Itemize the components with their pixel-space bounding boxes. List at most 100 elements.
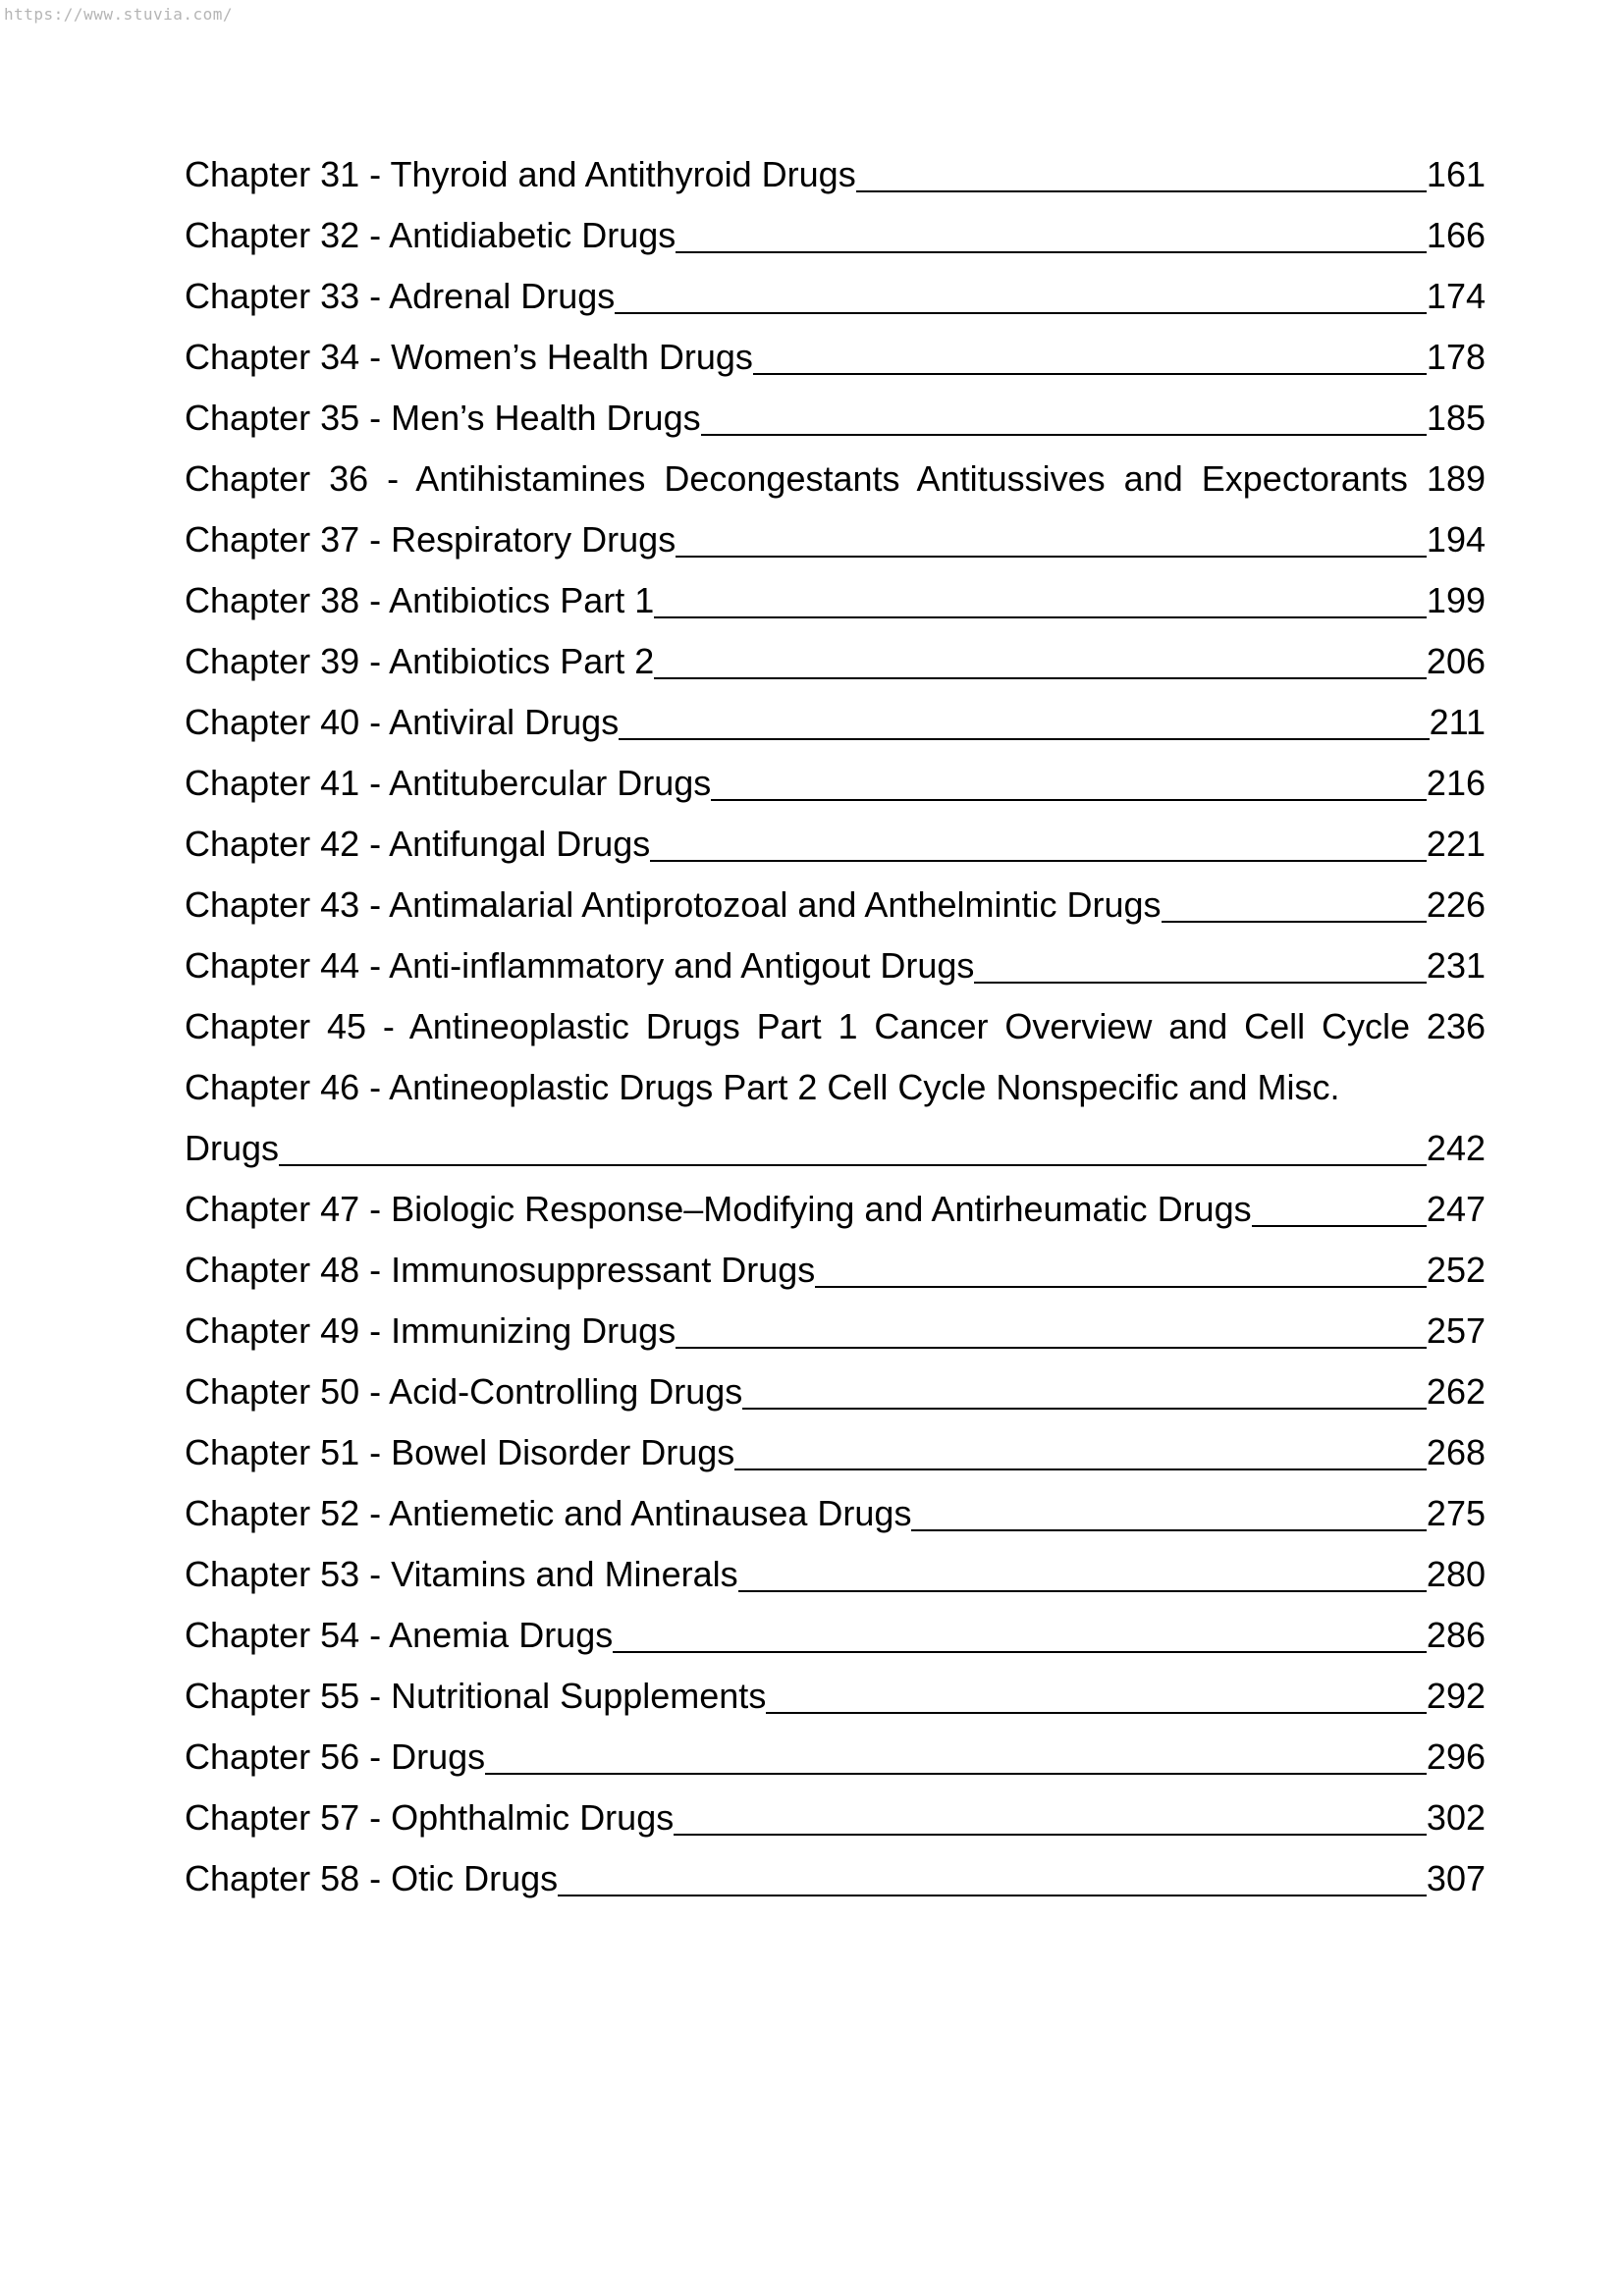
toc-entry-page-number: 178: [1426, 337, 1486, 377]
leader-line: [615, 312, 1427, 314]
toc-entry[interactable]: Chapter 38 - Antibiotics Part 1 199: [185, 570, 1486, 631]
toc-entry[interactable]: Chapter 56 - Drugs 296: [185, 1727, 1486, 1788]
toc-entry[interactable]: Chapter 49 - Immunizing Drugs 257: [185, 1301, 1486, 1362]
leader-line: [1161, 921, 1427, 923]
toc-entry[interactable]: Chapter 53 - Vitamins and Minerals 280: [185, 1544, 1486, 1605]
toc-entry-page-number: 296: [1426, 1736, 1486, 1777]
toc-entry[interactable]: Chapter 40 - Antiviral Drugs 211: [185, 692, 1486, 753]
leader-line: [855, 190, 1427, 192]
toc-entry[interactable]: Chapter 44 - Anti-inflammatory and Antig…: [185, 935, 1486, 996]
leader-line: [1251, 1225, 1427, 1227]
leader-line: [279, 1164, 1427, 1166]
toc-entry-label: Chapter 42 - Antifungal Drugs: [185, 824, 651, 864]
toc-entry[interactable]: Chapter 35 - Men’s Health Drugs 185: [185, 388, 1486, 449]
toc-entry[interactable]: Chapter 43 - Antimalarial Antiprotozoal …: [185, 875, 1486, 935]
toc-entry-label: Chapter 37 - Respiratory Drugs: [185, 519, 676, 560]
toc-entry-page-number: 226: [1426, 884, 1486, 925]
toc-entry-page-number: 174: [1426, 276, 1486, 316]
toc-entry[interactable]: Chapter 50 - Acid-Controlling Drugs 262: [185, 1362, 1486, 1422]
toc-entry-page-number: 257: [1426, 1310, 1486, 1351]
leader-line: [737, 1590, 1427, 1592]
leader-line: [654, 616, 1427, 618]
toc-entry-label: Chapter 40 - Antiviral Drugs: [185, 702, 620, 742]
toc-entry-label: Chapter 32 - Antidiabetic Drugs: [185, 215, 676, 255]
toc-entry[interactable]: Chapter 51 - Bowel Disorder Drugs 268: [185, 1422, 1486, 1483]
toc-entry[interactable]: Chapter 32 - Antidiabetic Drugs 166: [185, 205, 1486, 266]
leader-line: [700, 434, 1427, 436]
toc-entry-label: Chapter 55 - Nutritional Supplements: [185, 1676, 767, 1716]
watermark-url[interactable]: https://www.stuvia.com/: [4, 5, 234, 24]
toc-entry[interactable]: Chapter 47 - Biologic Response–Modifying…: [185, 1179, 1486, 1240]
toc-entry-label: Chapter 49 - Immunizing Drugs: [185, 1310, 676, 1351]
leader-line: [676, 556, 1427, 558]
toc-entry-label: Chapter 54 - Anemia Drugs: [185, 1615, 614, 1655]
toc-entry[interactable]: Chapter 37 - Respiratory Drugs 194: [185, 509, 1486, 570]
toc-entry[interactable]: Chapter 39 - Antibiotics Part 2 206: [185, 631, 1486, 692]
toc-entry-label: Chapter 58 - Otic Drugs: [185, 1858, 559, 1898]
toc-entry[interactable]: Chapter 45 - Antineoplastic Drugs Part 1…: [185, 996, 1486, 1057]
toc-entry-label: Chapter 45 - Antineoplastic Drugs Part 1…: [185, 1006, 1411, 1046]
toc-entry[interactable]: Chapter 52 - Antiemetic and Antinausea D…: [185, 1483, 1486, 1544]
toc-entry-label: Chapter 33 - Adrenal Drugs: [185, 276, 616, 316]
leader-line: [613, 1651, 1427, 1653]
toc-entry-page-number: 286: [1426, 1615, 1486, 1655]
leader-line: [752, 373, 1427, 375]
toc-entry-page-number: 216: [1426, 763, 1486, 803]
leader-line: [766, 1712, 1427, 1714]
toc-entry-page-number: 252: [1426, 1250, 1486, 1290]
toc-entry-label: Chapter 39 - Antibiotics Part 2: [185, 641, 655, 681]
toc-entry-page-number: 194: [1426, 519, 1486, 560]
toc-entry-label: Chapter 53 - Vitamins and Minerals: [185, 1554, 738, 1594]
leader-line: [654, 677, 1427, 679]
leader-line: [815, 1286, 1427, 1288]
toc-entry[interactable]: Chapter 42 - Antifungal Drugs 221: [185, 814, 1486, 875]
toc-entry-page-number: 236: [1426, 1006, 1486, 1046]
toc-entry[interactable]: Chapter 34 - Women’s Health Drugs 178: [185, 327, 1486, 388]
toc-entry-page-number: 268: [1426, 1432, 1486, 1472]
toc-entry[interactable]: Chapter 58 - Otic Drugs 307: [185, 1848, 1486, 1909]
leader-line: [485, 1773, 1427, 1775]
toc-entry[interactable]: Chapter 57 - Ophthalmic Drugs 302: [185, 1788, 1486, 1848]
toc-entry-page-number: 211: [1429, 702, 1486, 742]
toc-entry-label: Drugs: [185, 1128, 280, 1168]
toc-entry-label: Chapter 41 - Antitubercular Drugs: [185, 763, 712, 803]
leader-line: [676, 251, 1427, 253]
toc-entry-continuation[interactable]: Drugs 242: [185, 1118, 1486, 1179]
toc-entry[interactable]: Chapter 36 - Antihistamines Decongestant…: [185, 449, 1486, 509]
toc-entry-page-number: 247: [1426, 1189, 1486, 1229]
leader-line: [674, 1834, 1427, 1836]
toc-entry[interactable]: Chapter 41 - Antitubercular Drugs 216: [185, 753, 1486, 814]
toc-entry-page-number: 161: [1426, 154, 1486, 194]
leader-line: [711, 799, 1427, 801]
leader-line: [911, 1529, 1427, 1531]
toc-entry-label: Chapter 43 - Antimalarial Antiprotozoal …: [185, 884, 1162, 925]
toc-entry-label: Chapter 44 - Anti-inflammatory and Antig…: [185, 945, 975, 986]
toc-entry-label: Chapter 48 - Immunosuppressant Drugs: [185, 1250, 816, 1290]
toc-entry[interactable]: Chapter 46 - Antineoplastic Drugs Part 2…: [185, 1057, 1486, 1118]
toc-entry-label: Chapter 56 - Drugs: [185, 1736, 486, 1777]
toc-entry-label: Chapter 51 - Bowel Disorder Drugs: [185, 1432, 735, 1472]
toc-entry-label: Chapter 46 - Antineoplastic Drugs Part 2…: [185, 1067, 1340, 1107]
table-of-contents: Chapter 31 - Thyroid and Antithyroid Dru…: [185, 144, 1486, 1909]
leader-line: [650, 860, 1427, 862]
toc-entry-label: Chapter 31 - Thyroid and Antithyroid Dru…: [185, 154, 856, 194]
toc-entry-page-number: 275: [1426, 1493, 1486, 1533]
toc-entry-page-number: 166: [1426, 215, 1486, 255]
leader-line: [676, 1347, 1427, 1349]
toc-entry-label: Chapter 57 - Ophthalmic Drugs: [185, 1797, 675, 1838]
toc-entry-page-number: 185: [1426, 398, 1486, 438]
toc-entry-page-number: 292: [1426, 1676, 1486, 1716]
toc-entry-page-number: 262: [1426, 1371, 1486, 1412]
toc-entry[interactable]: Chapter 48 - Immunosuppressant Drugs 252: [185, 1240, 1486, 1301]
toc-entry-label: Chapter 50 - Acid-Controlling Drugs: [185, 1371, 743, 1412]
toc-entry[interactable]: Chapter 55 - Nutritional Supplements 292: [185, 1666, 1486, 1727]
toc-entry[interactable]: Chapter 31 - Thyroid and Antithyroid Dru…: [185, 144, 1486, 205]
toc-entry[interactable]: Chapter 33 - Adrenal Drugs 174: [185, 266, 1486, 327]
toc-entry-page-number: 221: [1426, 824, 1486, 864]
toc-entry-label: Chapter 52 - Antiemetic and Antinausea D…: [185, 1493, 912, 1533]
toc-entry-page-number: 307: [1426, 1858, 1486, 1898]
toc-entry-page-number: 206: [1426, 641, 1486, 681]
toc-entry[interactable]: Chapter 54 - Anemia Drugs 286: [185, 1605, 1486, 1666]
toc-entry-page-number: 189: [1426, 458, 1486, 499]
